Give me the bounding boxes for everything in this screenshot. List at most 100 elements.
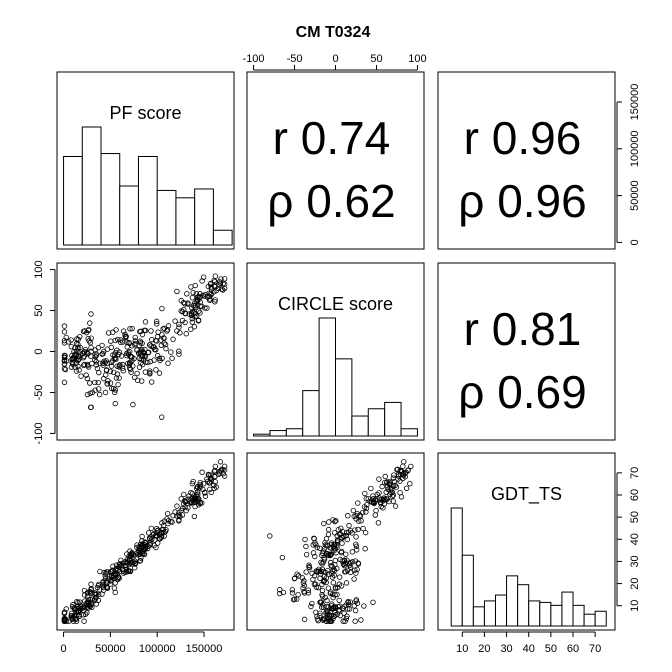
scatter-point-circle-score-vs-gdt-ts xyxy=(319,591,325,598)
scatter-point-pf-score-vs-circle-score xyxy=(142,319,149,325)
scatter-point-pf-score-vs-circle-score xyxy=(73,360,80,366)
scatter-point-circle-score-vs-gdt-ts xyxy=(354,600,361,606)
scatter-point-pf-score-vs-circle-score xyxy=(85,362,91,369)
scatter-point-circle-score-vs-gdt-ts xyxy=(325,531,332,538)
scatter-point-pf-score-vs-circle-score xyxy=(87,320,93,326)
scatter-point-pf-score-vs-circle-score xyxy=(176,348,182,354)
scatter-point-pf-score-vs-circle-score xyxy=(108,385,115,392)
scatter-point-circle-score-vs-gdt-ts xyxy=(376,490,382,496)
scatter-point-pf-score-vs-gdt-ts xyxy=(100,581,106,588)
scatter-point-circle-score-vs-gdt-ts xyxy=(303,551,310,558)
scatter-point-pf-score-vs-circle-score xyxy=(192,282,198,289)
scatter-point-pf-score-vs-gdt-ts xyxy=(208,472,214,478)
scatter-point-pf-score-vs-gdt-ts xyxy=(181,491,187,498)
scatter-point-pf-score-vs-circle-score xyxy=(153,321,160,327)
scatter-point-circle-score-vs-gdt-ts xyxy=(381,495,387,501)
scatter-point-pf-score-vs-circle-score xyxy=(217,279,223,285)
scatter-point-pf-score-vs-circle-score xyxy=(120,328,127,334)
scatter-point-circle-score-vs-gdt-ts xyxy=(306,565,313,571)
histogram-bar-circle-score xyxy=(285,428,304,437)
scatter-point-circle-score-vs-gdt-ts xyxy=(314,613,320,620)
scatter-point-pf-score-vs-gdt-ts xyxy=(87,596,93,603)
scatter-point-pf-score-vs-circle-score xyxy=(111,389,118,396)
scatter-point-pf-score-vs-gdt-ts xyxy=(163,527,169,533)
scatter-point-pf-score-vs-circle-score xyxy=(176,324,182,330)
panel-frame-1-2 xyxy=(437,262,616,441)
scatter-point-circle-score-vs-gdt-ts xyxy=(358,617,364,623)
scatter-point-pf-score-vs-gdt-ts xyxy=(153,529,160,536)
scatter-point-pf-score-vs-circle-score xyxy=(116,351,122,358)
scatter-point-circle-score-vs-gdt-ts xyxy=(341,557,348,563)
scatter-point-pf-score-vs-gdt-ts xyxy=(97,568,103,575)
scatter-point-pf-score-vs-circle-score xyxy=(75,344,81,351)
scatter-point-pf-score-vs-circle-score xyxy=(176,321,182,328)
scatter-point-circle-score-vs-gdt-ts xyxy=(333,518,339,524)
scatter-point-pf-score-vs-gdt-ts xyxy=(188,489,194,496)
scatter-point-circle-score-vs-gdt-ts xyxy=(330,579,337,586)
scatter-point-circle-score-vs-gdt-ts xyxy=(353,597,360,603)
scatter-point-pf-score-vs-circle-score xyxy=(208,284,214,290)
scatter-point-pf-score-vs-gdt-ts xyxy=(189,480,196,487)
scatter-point-circle-score-vs-gdt-ts xyxy=(337,612,344,619)
scatter-point-pf-score-vs-gdt-ts xyxy=(142,543,149,549)
scatter-point-pf-score-vs-circle-score xyxy=(178,308,184,314)
scatter-point-circle-score-vs-gdt-ts xyxy=(350,507,357,514)
panel-frame-2-0 xyxy=(56,452,235,631)
scatter-point-pf-score-vs-circle-score xyxy=(151,357,157,363)
scatter-point-pf-score-vs-gdt-ts xyxy=(111,571,118,577)
scatter-point-circle-score-vs-gdt-ts xyxy=(301,616,308,623)
scatter-point-pf-score-vs-circle-score xyxy=(92,353,99,360)
scatter-point-circle-score-vs-gdt-ts xyxy=(324,597,330,604)
histogram-bar-pf-score xyxy=(119,185,139,246)
scatter-point-pf-score-vs-circle-score xyxy=(185,301,191,307)
scatter-point-circle-score-vs-gdt-ts xyxy=(291,575,298,582)
scatter-point-pf-score-vs-circle-score xyxy=(129,325,135,332)
x-tick-label-pf-score: 50000 xyxy=(95,643,126,655)
scatter-point-pf-score-vs-circle-score xyxy=(88,353,94,359)
scatter-point-pf-score-vs-circle-score xyxy=(165,323,172,329)
scatter-point-pf-score-vs-circle-score xyxy=(145,359,151,366)
y-tick-label-gdt-ts: 50 xyxy=(629,511,641,523)
scatter-point-pf-score-vs-circle-score xyxy=(112,350,119,356)
scatter-point-circle-score-vs-gdt-ts xyxy=(267,533,273,539)
scatter-point-circle-score-vs-gdt-ts xyxy=(336,581,342,587)
scatter-point-pf-score-vs-circle-score xyxy=(142,369,149,375)
scatter-point-pf-score-vs-circle-score xyxy=(212,284,218,290)
scatter-point-pf-score-vs-gdt-ts xyxy=(153,532,160,539)
scatter-point-pf-score-vs-circle-score xyxy=(142,353,149,360)
scatter-point-pf-score-vs-circle-score xyxy=(159,305,165,312)
scatter-point-circle-score-vs-gdt-ts xyxy=(314,568,321,575)
scatter-point-circle-score-vs-gdt-ts xyxy=(340,618,346,624)
scatter-point-circle-score-vs-gdt-ts xyxy=(317,545,323,551)
scatter-point-pf-score-vs-gdt-ts xyxy=(197,483,203,489)
scatter-point-pf-score-vs-circle-score xyxy=(147,368,153,374)
scatter-point-pf-score-vs-circle-score xyxy=(189,295,196,301)
scatter-point-pf-score-vs-gdt-ts xyxy=(202,489,208,496)
scatter-point-circle-score-vs-gdt-ts xyxy=(318,568,324,575)
scatter-point-pf-score-vs-circle-score xyxy=(78,373,84,379)
scatter-point-pf-score-vs-gdt-ts xyxy=(211,468,218,475)
x-tick-label-gdt-ts: 30 xyxy=(500,643,512,655)
y-tick-label-pf-score: 150000 xyxy=(629,84,641,121)
scatter-point-pf-score-vs-gdt-ts xyxy=(80,607,87,614)
y-tick-label-circle-score: 100 xyxy=(33,260,45,278)
scatter-point-circle-score-vs-gdt-ts xyxy=(321,616,327,622)
scatter-point-pf-score-vs-gdt-ts xyxy=(69,604,76,610)
scatter-point-pf-score-vs-circle-score xyxy=(147,370,153,376)
scatter-point-pf-score-vs-gdt-ts xyxy=(221,463,228,470)
scatter-point-circle-score-vs-gdt-ts xyxy=(392,503,399,509)
scatter-point-circle-score-vs-gdt-ts xyxy=(393,484,400,490)
scatter-point-pf-score-vs-circle-score xyxy=(159,414,165,420)
scatter-point-circle-score-vs-gdt-ts xyxy=(343,615,350,622)
scatter-point-circle-score-vs-gdt-ts xyxy=(390,498,396,504)
scatter-point-pf-score-vs-circle-score xyxy=(66,339,72,345)
scatter-point-pf-score-vs-circle-score xyxy=(62,366,69,373)
scatter-point-pf-score-vs-circle-score xyxy=(110,329,116,335)
scatter-point-pf-score-vs-gdt-ts xyxy=(207,486,213,493)
scatter-point-pf-score-vs-gdt-ts xyxy=(177,513,183,520)
scatter-point-pf-score-vs-gdt-ts xyxy=(155,540,161,546)
scatter-point-pf-score-vs-gdt-ts xyxy=(194,489,201,496)
scatter-point-pf-score-vs-circle-score xyxy=(61,357,68,364)
scatter-point-pf-score-vs-circle-score xyxy=(178,297,184,304)
scatter-point-pf-score-vs-circle-score xyxy=(81,361,88,368)
